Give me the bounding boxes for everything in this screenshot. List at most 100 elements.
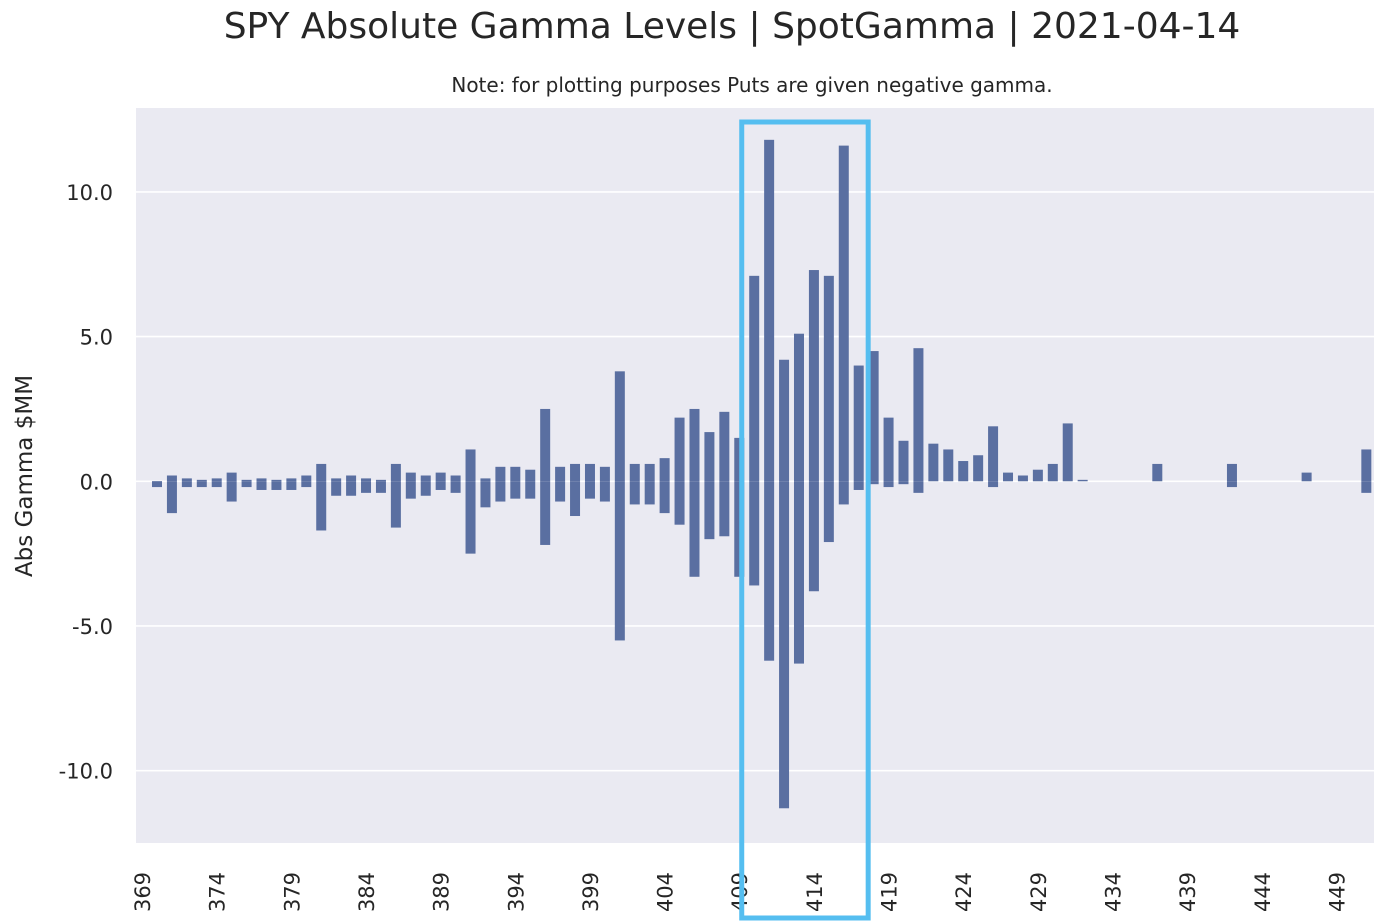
bar xyxy=(599,481,610,502)
x-tick-label: 434 xyxy=(1101,872,1125,912)
bar xyxy=(346,475,357,482)
bar xyxy=(331,478,342,482)
bar xyxy=(1032,469,1043,482)
bar xyxy=(883,417,894,482)
bar xyxy=(719,481,730,537)
bar xyxy=(405,472,416,482)
bar xyxy=(435,472,446,482)
bar xyxy=(256,478,267,482)
x-tick-label: 399 xyxy=(579,872,603,912)
bar xyxy=(450,481,461,493)
x-tick-label: 439 xyxy=(1176,872,1200,912)
chart-subtitle: Note: for plotting purposes Puts are giv… xyxy=(451,73,1052,97)
bar xyxy=(435,481,446,490)
bar xyxy=(555,466,566,482)
bar xyxy=(614,481,625,641)
bar xyxy=(1152,463,1163,482)
bar xyxy=(674,481,685,525)
x-tick-label: 404 xyxy=(654,872,678,912)
bar xyxy=(196,481,207,488)
bar xyxy=(331,481,342,496)
bar xyxy=(241,481,252,488)
bar xyxy=(779,359,790,482)
bar xyxy=(913,348,924,482)
bar xyxy=(973,455,984,482)
bar xyxy=(1226,463,1237,482)
bar xyxy=(152,481,162,488)
bar xyxy=(525,469,536,482)
bar xyxy=(793,481,804,664)
bar xyxy=(570,463,581,482)
bar xyxy=(808,481,819,592)
bar xyxy=(584,481,595,499)
bar xyxy=(659,481,670,514)
bar xyxy=(793,333,804,482)
bar xyxy=(689,408,700,482)
bar xyxy=(928,443,939,482)
y-tick-label: 10.0 xyxy=(66,181,113,205)
bar xyxy=(614,371,625,482)
bar xyxy=(540,408,551,482)
bar xyxy=(644,481,655,505)
x-tick-label: 389 xyxy=(430,872,454,912)
bar xyxy=(883,481,894,488)
x-tick-label: 419 xyxy=(878,872,902,912)
highlight-box xyxy=(739,119,871,921)
bar xyxy=(271,481,282,490)
bar xyxy=(181,478,192,482)
bar xyxy=(988,481,999,488)
bar xyxy=(271,479,282,482)
bar xyxy=(898,440,909,482)
bar xyxy=(868,351,879,482)
bar xyxy=(420,475,431,482)
y-tick-label: 0.0 xyxy=(80,470,113,494)
bar xyxy=(316,463,327,482)
bar xyxy=(749,275,760,482)
bar xyxy=(629,481,640,505)
bar xyxy=(704,481,715,540)
bar xyxy=(361,481,372,493)
x-tick-label: 384 xyxy=(355,872,379,912)
bar xyxy=(316,481,327,531)
bar xyxy=(555,481,566,502)
x-tick-label: 374 xyxy=(206,872,230,912)
bar xyxy=(674,417,685,482)
bar xyxy=(943,449,954,482)
bar xyxy=(495,481,506,502)
bar xyxy=(211,481,222,488)
bar xyxy=(1017,475,1028,482)
y-tick-label: -5.0 xyxy=(72,615,113,639)
bar xyxy=(599,466,610,482)
bar xyxy=(465,449,476,482)
bar xyxy=(898,481,909,485)
bar xyxy=(988,426,999,482)
bar xyxy=(779,481,790,809)
bar xyxy=(1077,479,1088,482)
bar xyxy=(853,481,864,490)
bar xyxy=(465,481,476,554)
bar xyxy=(166,475,177,482)
bar xyxy=(1062,423,1073,482)
bar xyxy=(375,479,386,482)
bar xyxy=(241,479,252,482)
bar-series xyxy=(152,139,1372,809)
bar xyxy=(868,481,879,485)
bar xyxy=(764,139,775,482)
bar xyxy=(211,478,222,482)
x-tick-label: 379 xyxy=(280,872,304,912)
bar xyxy=(226,481,237,502)
bar xyxy=(629,463,640,482)
bar xyxy=(480,481,491,508)
bar xyxy=(823,481,834,543)
bar xyxy=(1301,472,1312,482)
bar xyxy=(181,481,192,488)
y-tick-labels: 10.0 5.0 0.0 -5.0 -10.0 xyxy=(59,181,113,784)
bar xyxy=(301,475,312,482)
x-tick-label: 449 xyxy=(1325,872,1349,912)
bar xyxy=(704,432,715,482)
x-tick-label: 429 xyxy=(1027,872,1051,912)
bar xyxy=(853,365,864,482)
bar xyxy=(525,481,536,499)
bar xyxy=(256,481,267,490)
